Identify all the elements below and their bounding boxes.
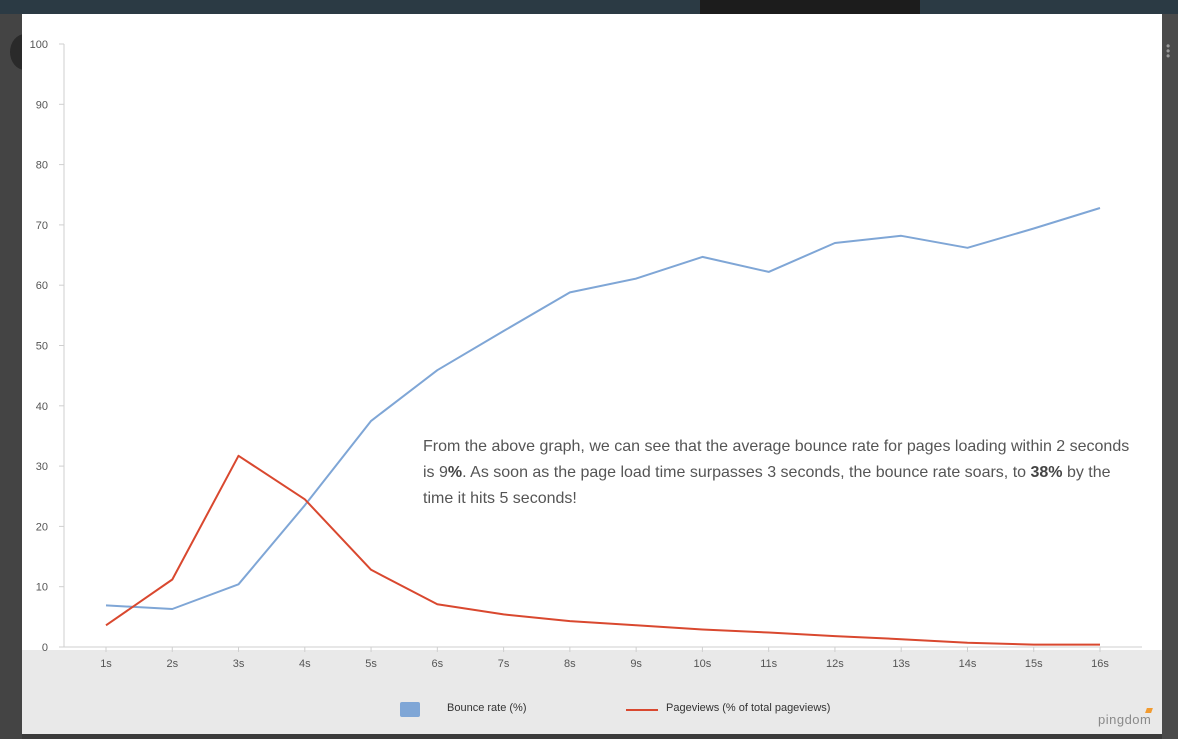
x-tick-label: 16s — [1091, 658, 1109, 670]
x-tick-label: 13s — [892, 658, 910, 670]
x-axis-ticks: 1s 2s 3s 4s 5s 6s 7s 8s 9s 10s 11s 12s 13s 14s 15s 16s — [100, 647, 1109, 670]
bounce-rate-point — [833, 241, 837, 245]
y-tick-label: 20 — [36, 521, 48, 533]
pageviews-point — [303, 497, 307, 501]
background-page-left — [0, 14, 22, 739]
pageviews-line — [105, 454, 1100, 646]
pageviews-point — [104, 623, 108, 627]
x-tick-label: 1s — [100, 658, 112, 670]
chart-axes — [63, 44, 1142, 648]
y-axis-ticks: 0 10 20 30 40 50 60 70 80 90 100 — [30, 39, 64, 654]
bounce-rate-point — [236, 582, 240, 586]
y-tick-label: 100 — [30, 39, 48, 51]
y-tick-label: 70 — [36, 220, 48, 232]
bounce-rate-point — [568, 290, 572, 294]
x-tick-label: 7s — [498, 658, 510, 670]
background-top-bar — [0, 0, 1178, 14]
y-tick-label: 60 — [36, 280, 48, 292]
pageviews-point — [170, 577, 174, 581]
annotation-text-3: by the time it hits 5 seconds! — [423, 464, 1111, 507]
bounce-rate-point — [369, 419, 373, 423]
pageviews-point — [369, 568, 373, 572]
bounce-rate-point — [501, 329, 505, 333]
x-tick-label: 14s — [959, 658, 977, 670]
bounce-rate-point — [766, 270, 770, 274]
pageviews-point — [833, 634, 837, 638]
x-tick-label: 4s — [299, 658, 311, 670]
pageviews-point — [766, 630, 770, 634]
x-tick-label: 2s — [166, 658, 178, 670]
x-tick-label: 8s — [564, 658, 576, 670]
annotation-highlight: 38% — [1030, 464, 1063, 481]
chart-annotation: From the above graph, we can see that th… — [423, 434, 1133, 512]
pingdom-logo: pingdom — [1098, 712, 1152, 727]
y-tick-label: 40 — [36, 401, 48, 413]
legend-strip — [22, 650, 1162, 734]
legend-bounce-swatch — [400, 702, 420, 717]
annotation-percent: % — [447, 464, 463, 481]
background-header-strip — [700, 0, 920, 14]
bounce-rate-point — [965, 246, 969, 250]
pageviews-point — [899, 637, 903, 641]
x-tick-label: 5s — [365, 658, 377, 670]
bounce-rate-point — [1032, 226, 1036, 230]
y-tick-label: 50 — [36, 341, 48, 353]
line-chart: 0 10 20 30 40 50 60 70 80 90 100 1s 2s 3s 4s 5s 6s 7s 8s 9… — [30, 39, 1142, 670]
annotation-text-1: From the above graph, we can see that th… — [423, 438, 1130, 481]
background-page-right — [1162, 14, 1178, 739]
bounce-rate-line — [105, 207, 1101, 610]
bounce-rate-point — [303, 503, 307, 507]
y-tick-label: 10 — [36, 582, 48, 594]
bounce-rate-point — [700, 255, 704, 259]
chart-card: 0 10 20 30 40 50 60 70 80 90 100 1s 2s 3s 4s 5s 6s 7s 8s 9… — [22, 14, 1162, 734]
y-tick-label: 80 — [36, 160, 48, 172]
pageviews-point — [501, 612, 505, 616]
x-tick-label: 12s — [826, 658, 844, 670]
y-tick-label: 0 — [42, 642, 48, 654]
pageviews-point — [568, 619, 572, 623]
bounce-rate-point — [170, 607, 174, 611]
y-tick-label: 90 — [36, 99, 48, 111]
pageviews-point — [1098, 642, 1102, 646]
x-tick-label: 11s — [760, 658, 777, 670]
pageviews-point — [236, 454, 240, 458]
y-tick-label: 30 — [36, 461, 48, 473]
bounce-rate-point — [634, 276, 638, 280]
bounce-rate-point — [1098, 206, 1102, 210]
x-tick-label: 15s — [1025, 658, 1043, 670]
pageviews-point — [700, 627, 704, 631]
pageviews-point — [634, 623, 638, 627]
x-tick-label: 10s — [694, 658, 712, 670]
more-options-icon[interactable]: • • • — [1166, 39, 1171, 63]
x-tick-label: 9s — [630, 658, 642, 670]
x-tick-label: 6s — [432, 658, 444, 670]
bounce-rate-point — [899, 234, 903, 238]
annotation-text-2: . As soon as the page load time surpasse… — [462, 464, 1031, 481]
bounce-rate-point — [435, 368, 439, 372]
chart-series — [104, 206, 1102, 646]
legend-pageviews-label: Pageviews (% of total pageviews) — [666, 702, 831, 714]
bounce-rate-point — [104, 603, 108, 607]
legend-pageviews-swatch — [626, 709, 658, 711]
pageviews-point — [435, 602, 439, 606]
pageviews-point — [1032, 642, 1036, 646]
pageviews-point — [965, 641, 969, 645]
x-tick-label: 3s — [233, 658, 245, 670]
legend-bounce-label: Bounce rate (%) — [447, 702, 527, 714]
